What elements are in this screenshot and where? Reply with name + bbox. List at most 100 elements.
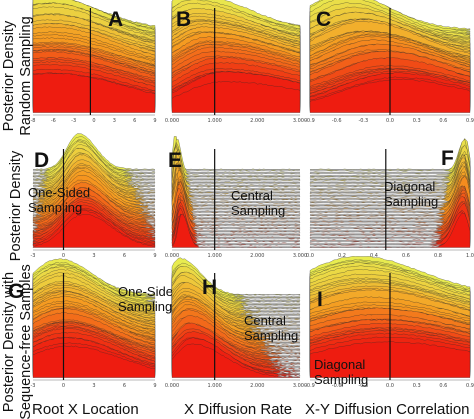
tick-label: 0 [92,118,95,124]
tick-label: -8 [31,118,36,124]
tick-label: -3 [31,253,36,259]
column-label-root-x-location: Root X Location [32,401,139,418]
tick-label: 2.000 [250,118,264,124]
ridge-layer [171,141,301,179]
tick-label: 0.0 [386,118,394,124]
ridge-layer [171,81,301,113]
row-label-3: Posterior Density with Sequence-free Sam… [1,264,34,419]
tick-label: -0.9 [305,118,315,124]
annotation-line: One-Sided [118,284,180,299]
tick-label: 0 [62,383,65,389]
tick-label: 3.000 [293,118,307,124]
ridge-layer [309,212,471,248]
annotation-line: Diagonal [384,179,435,194]
annotation-line: Sampling [118,299,172,314]
row-label-1: Posterior Density Random Sampling [1,16,34,135]
ridge-layer [171,142,301,177]
tick-label: 3 [92,253,95,259]
annotation-line: Sampling [314,372,368,387]
ridge-layer [171,343,301,378]
ridge-panel-c: -0.9 -0.6 -0.3 0.0 0.3 0.6 0.9 C [305,0,474,124]
tick-label: 3 [92,383,95,389]
tick-label: 0.6 [402,253,410,259]
column-label-x-diffusion-rate: X Diffusion Rate [184,401,292,418]
ridge-panel-a: -8 -6 -3 0 3 6 9 A [31,0,157,124]
ridge-layer [32,72,156,113]
panel-label-h: H [202,276,217,299]
tick-label: 0.3 [413,118,421,124]
tick-label: 3.000 [293,253,307,259]
panel-label-f: F [441,147,454,170]
row-label-1-line-1: Posterior Density [1,20,17,131]
panel-label-e: E [168,149,182,172]
row-label-3-line-1: Posterior Density with [1,272,17,412]
ridge-layer [171,148,301,186]
tick-label: 3 [113,118,116,124]
tick-label: 2.000 [250,253,264,259]
tick-label: 1.000 [208,118,222,124]
tick-label: 0.9 [466,118,474,124]
tick-label: 0.8 [434,253,442,259]
annotation-line: Central [231,188,273,203]
tick-label: 0.2 [338,253,346,259]
annotation-line: Diagonal [314,357,365,372]
annotation-line: Sampling [231,203,285,218]
column-label-xy-diffusion-correlation: X-Y Diffusion Correlation [305,401,470,418]
tick-label: 6 [133,118,136,124]
tick-label: 1.0 [466,253,474,259]
tick-label: 1.000 [208,383,222,389]
tick-label: 6 [123,253,126,259]
tick-label: 0.000 [165,253,179,259]
tick-label: 0.6 [439,383,447,389]
row-label-2-line-1: Posterior Density [8,150,24,261]
ridge-layer [171,143,301,180]
tick-label: -0.3 [358,383,368,389]
ridge-layer [309,139,471,170]
annotation-line: One-Sided [28,185,90,200]
annotation-line: Central [244,313,286,328]
tick-label: -3 [31,383,36,389]
panel-label-g: G [8,280,24,303]
tick-label: 3.000 [293,383,307,389]
panel-label-d: D [34,149,49,172]
annotation-line: Sampling [244,328,298,343]
annotation-line: Sampling [28,200,82,215]
tick-label: 9 [153,253,156,259]
tick-label: 0.000 [165,118,179,124]
ridge-layer [171,139,301,173]
tick-label: -0.6 [332,118,342,124]
ridge-panel-b: 0.000 1.000 2.000 3.000 B [165,0,307,124]
row-label-3-line-2: Sequence-free Samples [18,264,34,419]
ridge-panel-i: -0.9 -0.6 -0.3 0.0 0.3 0.6 0.9 I DiagonalSamplin… [305,256,474,389]
ridge-layer [171,143,300,174]
row-label-1-line-2: Random Sampling [18,16,34,135]
tick-label: 0 [62,253,65,259]
tick-label: -0.3 [358,118,368,124]
panel-label-b: B [176,8,191,31]
ridge-layer [171,151,301,182]
annotation-line: Sampling [384,194,438,209]
tick-label: -3 [71,118,76,124]
ridge-layer [171,213,301,248]
ridge-layer [171,144,301,176]
tick-label: -0.9 [305,383,315,389]
tick-label: 0.000 [165,383,179,389]
panel-label-i: I [317,288,323,311]
tick-label: 0.3 [413,383,421,389]
tick-label: 0.9 [466,383,474,389]
panel-label-a: A [108,8,123,31]
tick-label: 0.4 [370,253,378,259]
ridge-layer [171,142,301,170]
tick-label: 6 [123,383,126,389]
tick-label: 1.000 [208,253,222,259]
tick-label: -0.6 [332,383,342,389]
tick-label: 2.000 [250,383,264,389]
tick-label: 0.0 [386,383,394,389]
tick-label: -6 [51,118,56,124]
